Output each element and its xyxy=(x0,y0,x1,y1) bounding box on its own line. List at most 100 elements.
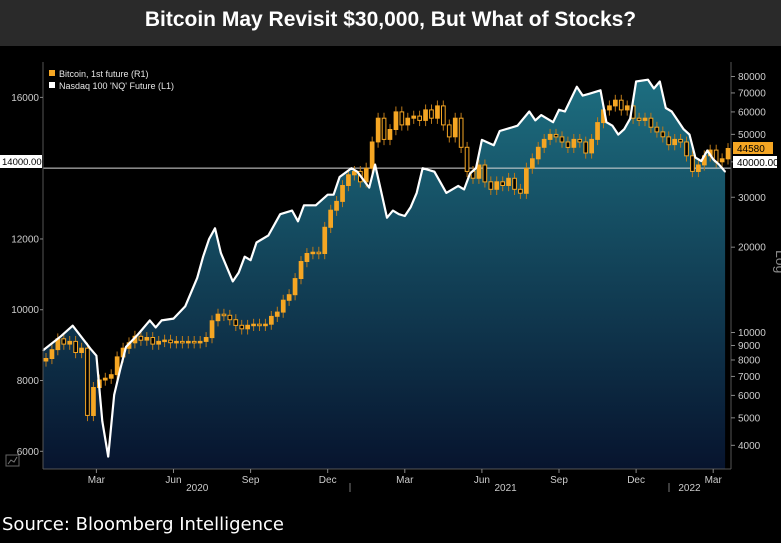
nasdaq-point xyxy=(356,170,359,173)
nasdaq-point xyxy=(326,193,329,196)
nasdaq-point xyxy=(605,121,608,123)
nasdaq-area-layer xyxy=(43,79,726,469)
bitcoin-candle xyxy=(678,134,683,148)
bitcoin-candle xyxy=(73,336,79,359)
candle-body xyxy=(690,155,695,172)
candle-body xyxy=(530,158,535,169)
right-tick-label: 70000 xyxy=(738,88,766,99)
nasdaq-point xyxy=(196,277,198,279)
bitcoin-candle xyxy=(91,382,96,422)
candle-body xyxy=(79,347,84,354)
candle-body xyxy=(458,117,464,148)
right-tick-label: 8000 xyxy=(738,355,761,366)
chart-area: 6000 8000 10000 12000 16000 80000 70000 60000 5… xyxy=(0,46,781,494)
nasdaq-point xyxy=(368,186,371,189)
candle-body xyxy=(672,138,677,146)
nasdaq-point xyxy=(433,170,436,173)
bitcoin-candle xyxy=(494,176,500,195)
nasdaq-point xyxy=(350,167,353,169)
legend-swatch-bitcoin xyxy=(49,70,55,76)
candle-body xyxy=(328,209,333,228)
bitcoin-candle xyxy=(482,159,488,188)
nasdaq-point xyxy=(694,156,697,159)
bitcoin-candle xyxy=(369,136,375,174)
bitcoin-candle xyxy=(530,153,535,174)
bitcoin-candle xyxy=(666,131,672,151)
candle-body xyxy=(114,356,120,376)
candle-body xyxy=(423,109,428,121)
year-axis-labels: 2020 2021 2022 xyxy=(186,483,701,494)
candle-body xyxy=(547,133,553,140)
bitcoin-candle xyxy=(411,110,417,124)
bitcoin-candle xyxy=(251,318,256,331)
nasdaq-point xyxy=(653,87,655,90)
right-tick-label: 7000 xyxy=(738,372,761,383)
nasdaq-point xyxy=(208,238,210,240)
candle-body xyxy=(286,294,292,301)
nasdaq-point xyxy=(404,215,406,217)
bitcoin-candle xyxy=(624,100,630,116)
left-tick-label: 12000 xyxy=(11,234,39,245)
bitcoin-candle xyxy=(441,100,446,131)
candle-body xyxy=(512,177,517,190)
candle-body xyxy=(363,167,369,183)
bitcoin-candle xyxy=(209,315,215,344)
bitcoin-candle xyxy=(49,344,55,365)
bitcoin-candle xyxy=(340,180,345,208)
bitcoin-candle xyxy=(197,336,203,349)
right-axis-ticks: 8000070000600005000040000300002000010000… xyxy=(731,72,766,452)
nasdaq-point xyxy=(232,280,234,283)
legend-label-nasdaq: Nasdaq 100 'NQ' Future (L1) xyxy=(59,81,174,91)
nasdaq-point xyxy=(528,110,531,113)
nasdaq-point xyxy=(154,326,157,329)
bitcoin-candle xyxy=(417,110,422,127)
x-tick-label: Jun xyxy=(165,475,181,486)
bitcoin-candle xyxy=(114,351,120,381)
x-tick-label: Mar xyxy=(88,475,106,486)
candle-body xyxy=(168,339,173,344)
candle-body xyxy=(411,115,417,119)
bitcoin-candle xyxy=(446,119,452,143)
bitcoin-candle xyxy=(452,112,458,143)
candle-body xyxy=(233,319,239,326)
year-label: 2021 xyxy=(494,483,517,494)
bitcoin-candle xyxy=(618,94,624,116)
candle-body xyxy=(482,164,488,183)
right-tick-label: 60000 xyxy=(738,107,766,118)
candle-body xyxy=(435,105,440,119)
bitcoin-candle xyxy=(571,134,577,153)
bitcoin-candle xyxy=(61,333,67,350)
nasdaq-point xyxy=(540,114,542,116)
legend-label-bitcoin: Bitcoin, 1st future (R1) xyxy=(59,69,149,79)
candle-body xyxy=(274,311,280,317)
bitcoin-candle xyxy=(203,332,209,348)
candle-body xyxy=(583,141,589,154)
bitcoin-candle xyxy=(393,106,399,136)
chart-settings-icon[interactable] xyxy=(5,454,20,467)
candle-body xyxy=(150,337,156,345)
nasdaq-point xyxy=(119,369,121,371)
x-tick-label: Jun xyxy=(474,475,490,486)
bitcoin-candle xyxy=(79,342,84,359)
nasdaq-point xyxy=(149,319,151,322)
candle-body xyxy=(239,324,245,330)
candle-body xyxy=(292,278,298,296)
legend: Bitcoin, 1st future (R1) Nasdaq 100 'NQ'… xyxy=(46,66,198,93)
nasdaq-point xyxy=(125,346,127,348)
bitcoin-candle xyxy=(180,336,185,349)
nasdaq-point xyxy=(101,420,104,423)
nasdaq-point xyxy=(516,124,519,127)
nasdaq-area xyxy=(43,79,726,469)
year-label: 2022 xyxy=(678,483,701,494)
bitcoin-candle xyxy=(292,273,298,301)
bitcoin-candle xyxy=(725,143,731,165)
nasdaq-point xyxy=(700,160,703,162)
candle-body xyxy=(571,138,577,148)
candle-body xyxy=(589,138,594,154)
right-tick-label: 30000 xyxy=(738,193,766,204)
right-tick-label: 5000 xyxy=(738,413,761,424)
nasdaq-point xyxy=(510,126,513,129)
candle-body xyxy=(524,167,529,194)
candle-body xyxy=(334,200,339,211)
bitcoin-candle xyxy=(156,336,162,350)
